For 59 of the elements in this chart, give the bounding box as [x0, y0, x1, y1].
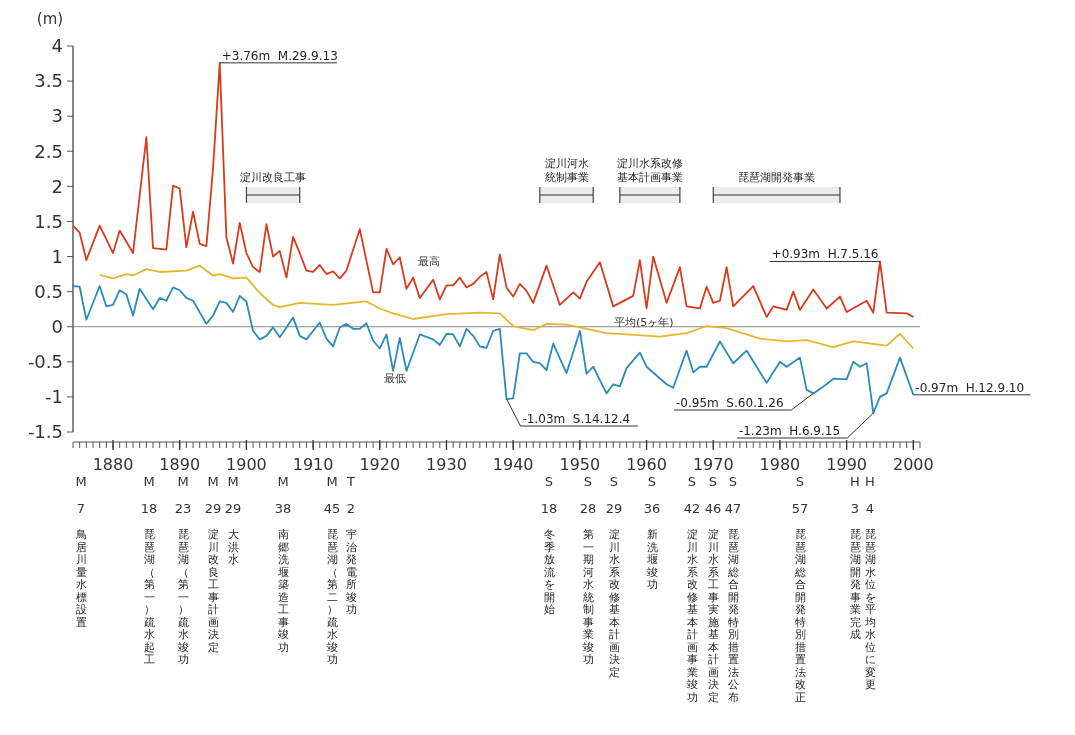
x-tick-label: 1950: [559, 455, 601, 474]
text: S 42 淀川水系改修基本計画事業竣功: [683, 474, 701, 704]
x-tick-label: 1890: [159, 455, 201, 474]
text: T 2 宇治発電所竣功: [345, 474, 357, 616]
text: S 57 琵琶湖総合開発特別措置法改正: [791, 474, 809, 704]
annotation: -0.95m S.60.1.26: [675, 396, 784, 410]
series-label: 平均(5ヶ年): [614, 316, 674, 329]
y-tick-label: 2.5: [34, 140, 63, 162]
line-series: [72, 285, 915, 414]
band-label: 淀川水系改修基本計画事業: [616, 157, 683, 184]
annotation: -1.23m H.6.9.15: [738, 424, 841, 438]
x-tick-label: 1960: [626, 455, 667, 474]
y-tick-label: 2: [51, 175, 63, 197]
text: S 28 第一期河水統制事業竣功: [579, 474, 597, 666]
text: M 29 大洪水: [224, 474, 242, 566]
text: S 18 冬季放流を開始: [540, 474, 558, 616]
y-tick-label: 0.5: [34, 280, 63, 302]
series-label: 最高: [418, 255, 440, 268]
y-tick-label: 1.5: [34, 210, 63, 232]
text: M 18 琵琶湖（第一）疏水起工: [140, 474, 158, 666]
text: M 38 南郷洗堰築造工事竣功: [274, 474, 292, 654]
x-tick-label: 1940: [492, 455, 534, 474]
text: M 7 鳥居川量水標設置: [75, 474, 87, 629]
x-tick-label: 1970: [692, 455, 734, 474]
text: S 36 新洗堰竣功: [643, 474, 661, 591]
text: H 3 琵琶湖開発事業完成: [849, 474, 861, 641]
text: M 29 淀川改良工事計画決定: [204, 474, 222, 654]
text: M 23 琵琶湖（第一）疏水竣功: [174, 474, 192, 666]
band-label: 淀川改良工事: [240, 171, 307, 184]
annotation: -1.03m S.14.12.4: [522, 412, 631, 426]
y-tick-label: 4: [51, 35, 63, 57]
x-tick-label: 1880: [92, 455, 134, 474]
text: S 46 淀川水系工事実施基本計画決定: [704, 474, 722, 704]
x-tick-label: 1980: [759, 455, 801, 474]
x-tick-label: 1900: [226, 455, 267, 474]
x-tick-label: 1920: [359, 455, 401, 474]
band-label: 淀川河水統制事業: [544, 157, 589, 184]
series-label: 最低: [384, 372, 406, 385]
y-tick-label: -0.5: [27, 351, 63, 373]
x-tick-label: 1910: [292, 455, 334, 474]
band-label: 琵琶湖開発事業: [738, 171, 816, 184]
y-axis-title: (m): [36, 10, 64, 28]
x-tick-label: 1990: [826, 455, 867, 474]
y-tick-label: 1: [51, 245, 63, 267]
annotation: -0.97m H.12.9.10: [915, 380, 1025, 395]
y-tick-label: 0: [51, 316, 63, 338]
y-tick-label: 3.5: [34, 70, 63, 92]
y-tick-label: -1: [45, 386, 63, 408]
y-tick-label: -1.5: [27, 421, 63, 443]
text: S 29 淀川水系改修基本計画決定: [605, 474, 623, 679]
y-tick-label: 3: [51, 105, 63, 127]
text: H 4 琵琶湖水位を平均水位に変更: [864, 474, 876, 691]
annotation: +0.93m H.7.5.16: [771, 247, 879, 262]
annotation: +3.76m M.29.9.13: [221, 48, 338, 63]
text: S 47 琵琶湖総合開発特別措置法公布: [724, 474, 742, 704]
text: M 45 琵琶湖（第二）疏水竣功: [323, 474, 341, 666]
line-series: [72, 61, 915, 318]
x-tick-label: 2000: [892, 455, 934, 474]
x-tick-label: 1930: [426, 455, 467, 474]
